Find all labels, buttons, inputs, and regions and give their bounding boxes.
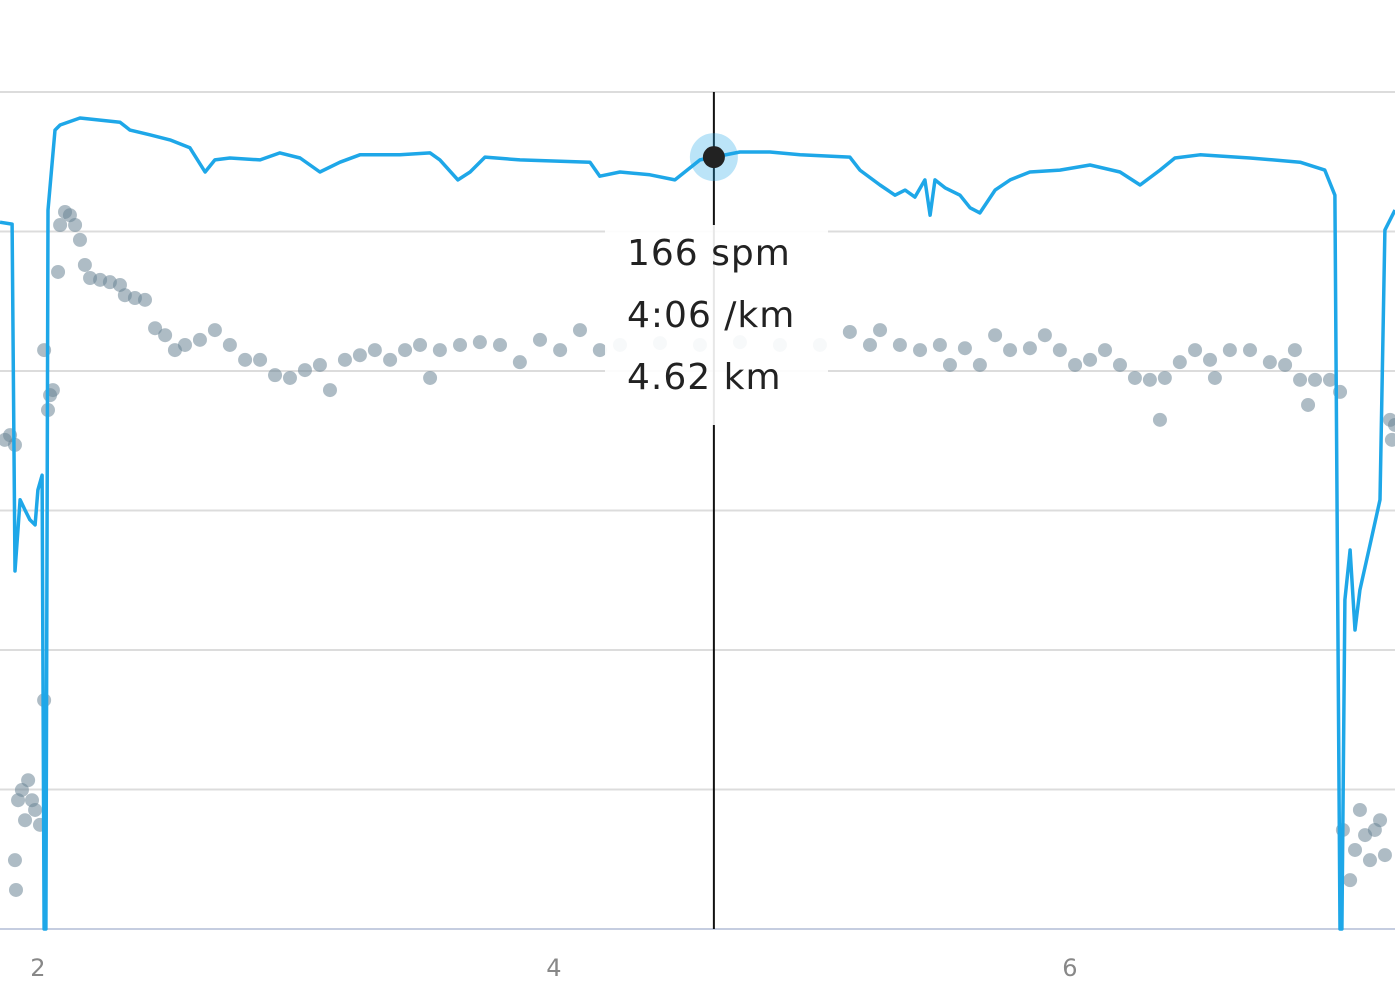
scatter-point	[1068, 357, 1083, 372]
scatter-point	[28, 802, 43, 817]
scatter-point	[367, 343, 382, 358]
scatter-point	[51, 264, 66, 279]
scatter-point	[1083, 352, 1098, 367]
scatter-point	[21, 773, 36, 788]
scatter-point	[1052, 343, 1067, 358]
line-series	[0, 116, 1395, 931]
x-tick-label: 6	[1062, 954, 1077, 982]
scatter-point	[1348, 842, 1363, 857]
scatter-point	[1188, 343, 1203, 358]
scatter-point	[1172, 355, 1187, 370]
scatter-point	[1022, 341, 1037, 356]
scatter-point	[842, 324, 857, 339]
scatter-point	[1278, 357, 1293, 372]
scatter-point	[177, 337, 192, 352]
scatter-point	[892, 337, 907, 352]
scatter-point	[1287, 343, 1302, 358]
scatter-point	[383, 352, 398, 367]
scatter-point	[1301, 397, 1316, 412]
scatter-point	[432, 343, 447, 358]
scatter-point	[158, 328, 173, 343]
tooltip-text: 166 spm	[627, 233, 791, 274]
scatter-point	[1157, 370, 1172, 385]
scatter-point	[238, 352, 253, 367]
scatter-point	[1243, 343, 1258, 358]
scatter-point	[1003, 343, 1018, 358]
tooltip-text: 4.62 km	[627, 357, 782, 398]
scatter-point	[8, 882, 23, 897]
scatter-point	[1098, 343, 1113, 358]
scatter-point	[493, 337, 508, 352]
scatter-point	[253, 352, 268, 367]
scatter-point	[932, 337, 947, 352]
scatter-point	[45, 383, 60, 398]
scatter-point	[1308, 372, 1323, 387]
scatter-point	[553, 343, 568, 358]
scatter-point	[913, 343, 928, 358]
scatter-point	[1343, 873, 1358, 888]
scatter-point	[1322, 372, 1337, 387]
scatter-point	[337, 352, 352, 367]
scatter-point	[472, 335, 487, 350]
scatter-point	[1362, 853, 1377, 868]
scatter-point	[1222, 343, 1237, 358]
scatter-point	[453, 337, 468, 352]
scatter-point	[592, 343, 607, 358]
scatter-point	[1384, 432, 1395, 447]
scatter-point	[1207, 370, 1222, 385]
scatter-point	[532, 332, 547, 347]
scatter-point	[988, 328, 1003, 343]
scatter-point	[1203, 352, 1218, 367]
scatter-point	[942, 357, 957, 372]
scatter-point	[1377, 848, 1392, 863]
cursor-dot	[702, 146, 725, 169]
scatter-point	[192, 332, 207, 347]
scatter-point	[1112, 357, 1127, 372]
scatter-point	[72, 232, 87, 247]
scatter-point	[1142, 372, 1157, 387]
scatter-point	[282, 370, 297, 385]
scatter-point	[1352, 802, 1367, 817]
scatter-point	[413, 337, 428, 352]
scatter-point	[77, 257, 92, 272]
scatter-point	[1262, 355, 1277, 370]
x-tick-label: 2	[30, 954, 45, 982]
scatter-point	[972, 357, 987, 372]
tooltip-text: 4:06 /km	[627, 295, 795, 336]
scatter-point	[1373, 813, 1388, 828]
scatter-point	[207, 323, 222, 338]
scatter-point	[398, 343, 413, 358]
scatter-point	[423, 370, 438, 385]
scatter-point	[148, 321, 163, 336]
scatter-point	[352, 348, 367, 363]
scatter-point	[1037, 328, 1052, 343]
tooltip-box	[605, 225, 828, 425]
scatter-point	[18, 813, 33, 828]
scatter-point	[268, 368, 283, 383]
scatter-point	[7, 853, 22, 868]
scatter-point	[1152, 412, 1167, 427]
scatter-point	[53, 217, 68, 232]
scatter-point	[572, 323, 587, 338]
scatter-point	[137, 292, 152, 307]
scatter-point	[512, 355, 527, 370]
scatter-point	[1127, 370, 1142, 385]
scatter-point	[297, 363, 312, 378]
scatter-point	[322, 383, 337, 398]
scatter-point	[312, 357, 327, 372]
scatter-point	[68, 217, 83, 232]
x-tick-label: 4	[546, 954, 561, 982]
scatter-point	[1388, 417, 1395, 432]
scatter-point	[957, 341, 972, 356]
scatter-point	[873, 323, 888, 338]
scatter-point	[222, 337, 237, 352]
scatter-point	[1293, 372, 1308, 387]
scatter-point	[862, 337, 877, 352]
